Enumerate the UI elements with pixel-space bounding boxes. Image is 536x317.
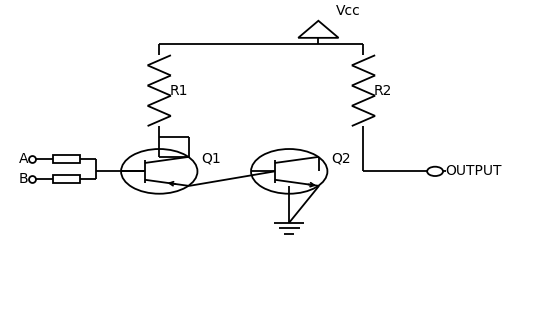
Text: Q1: Q1 xyxy=(202,152,221,166)
Text: B: B xyxy=(19,172,28,186)
Text: A: A xyxy=(19,152,28,166)
Text: OUTPUT: OUTPUT xyxy=(446,165,502,178)
Text: R2: R2 xyxy=(374,84,392,98)
Text: R1: R1 xyxy=(170,84,188,98)
Circle shape xyxy=(427,167,443,176)
Bar xyxy=(53,175,80,183)
Text: Q2: Q2 xyxy=(332,152,351,166)
Text: Vcc: Vcc xyxy=(336,4,361,18)
Bar xyxy=(53,155,80,163)
